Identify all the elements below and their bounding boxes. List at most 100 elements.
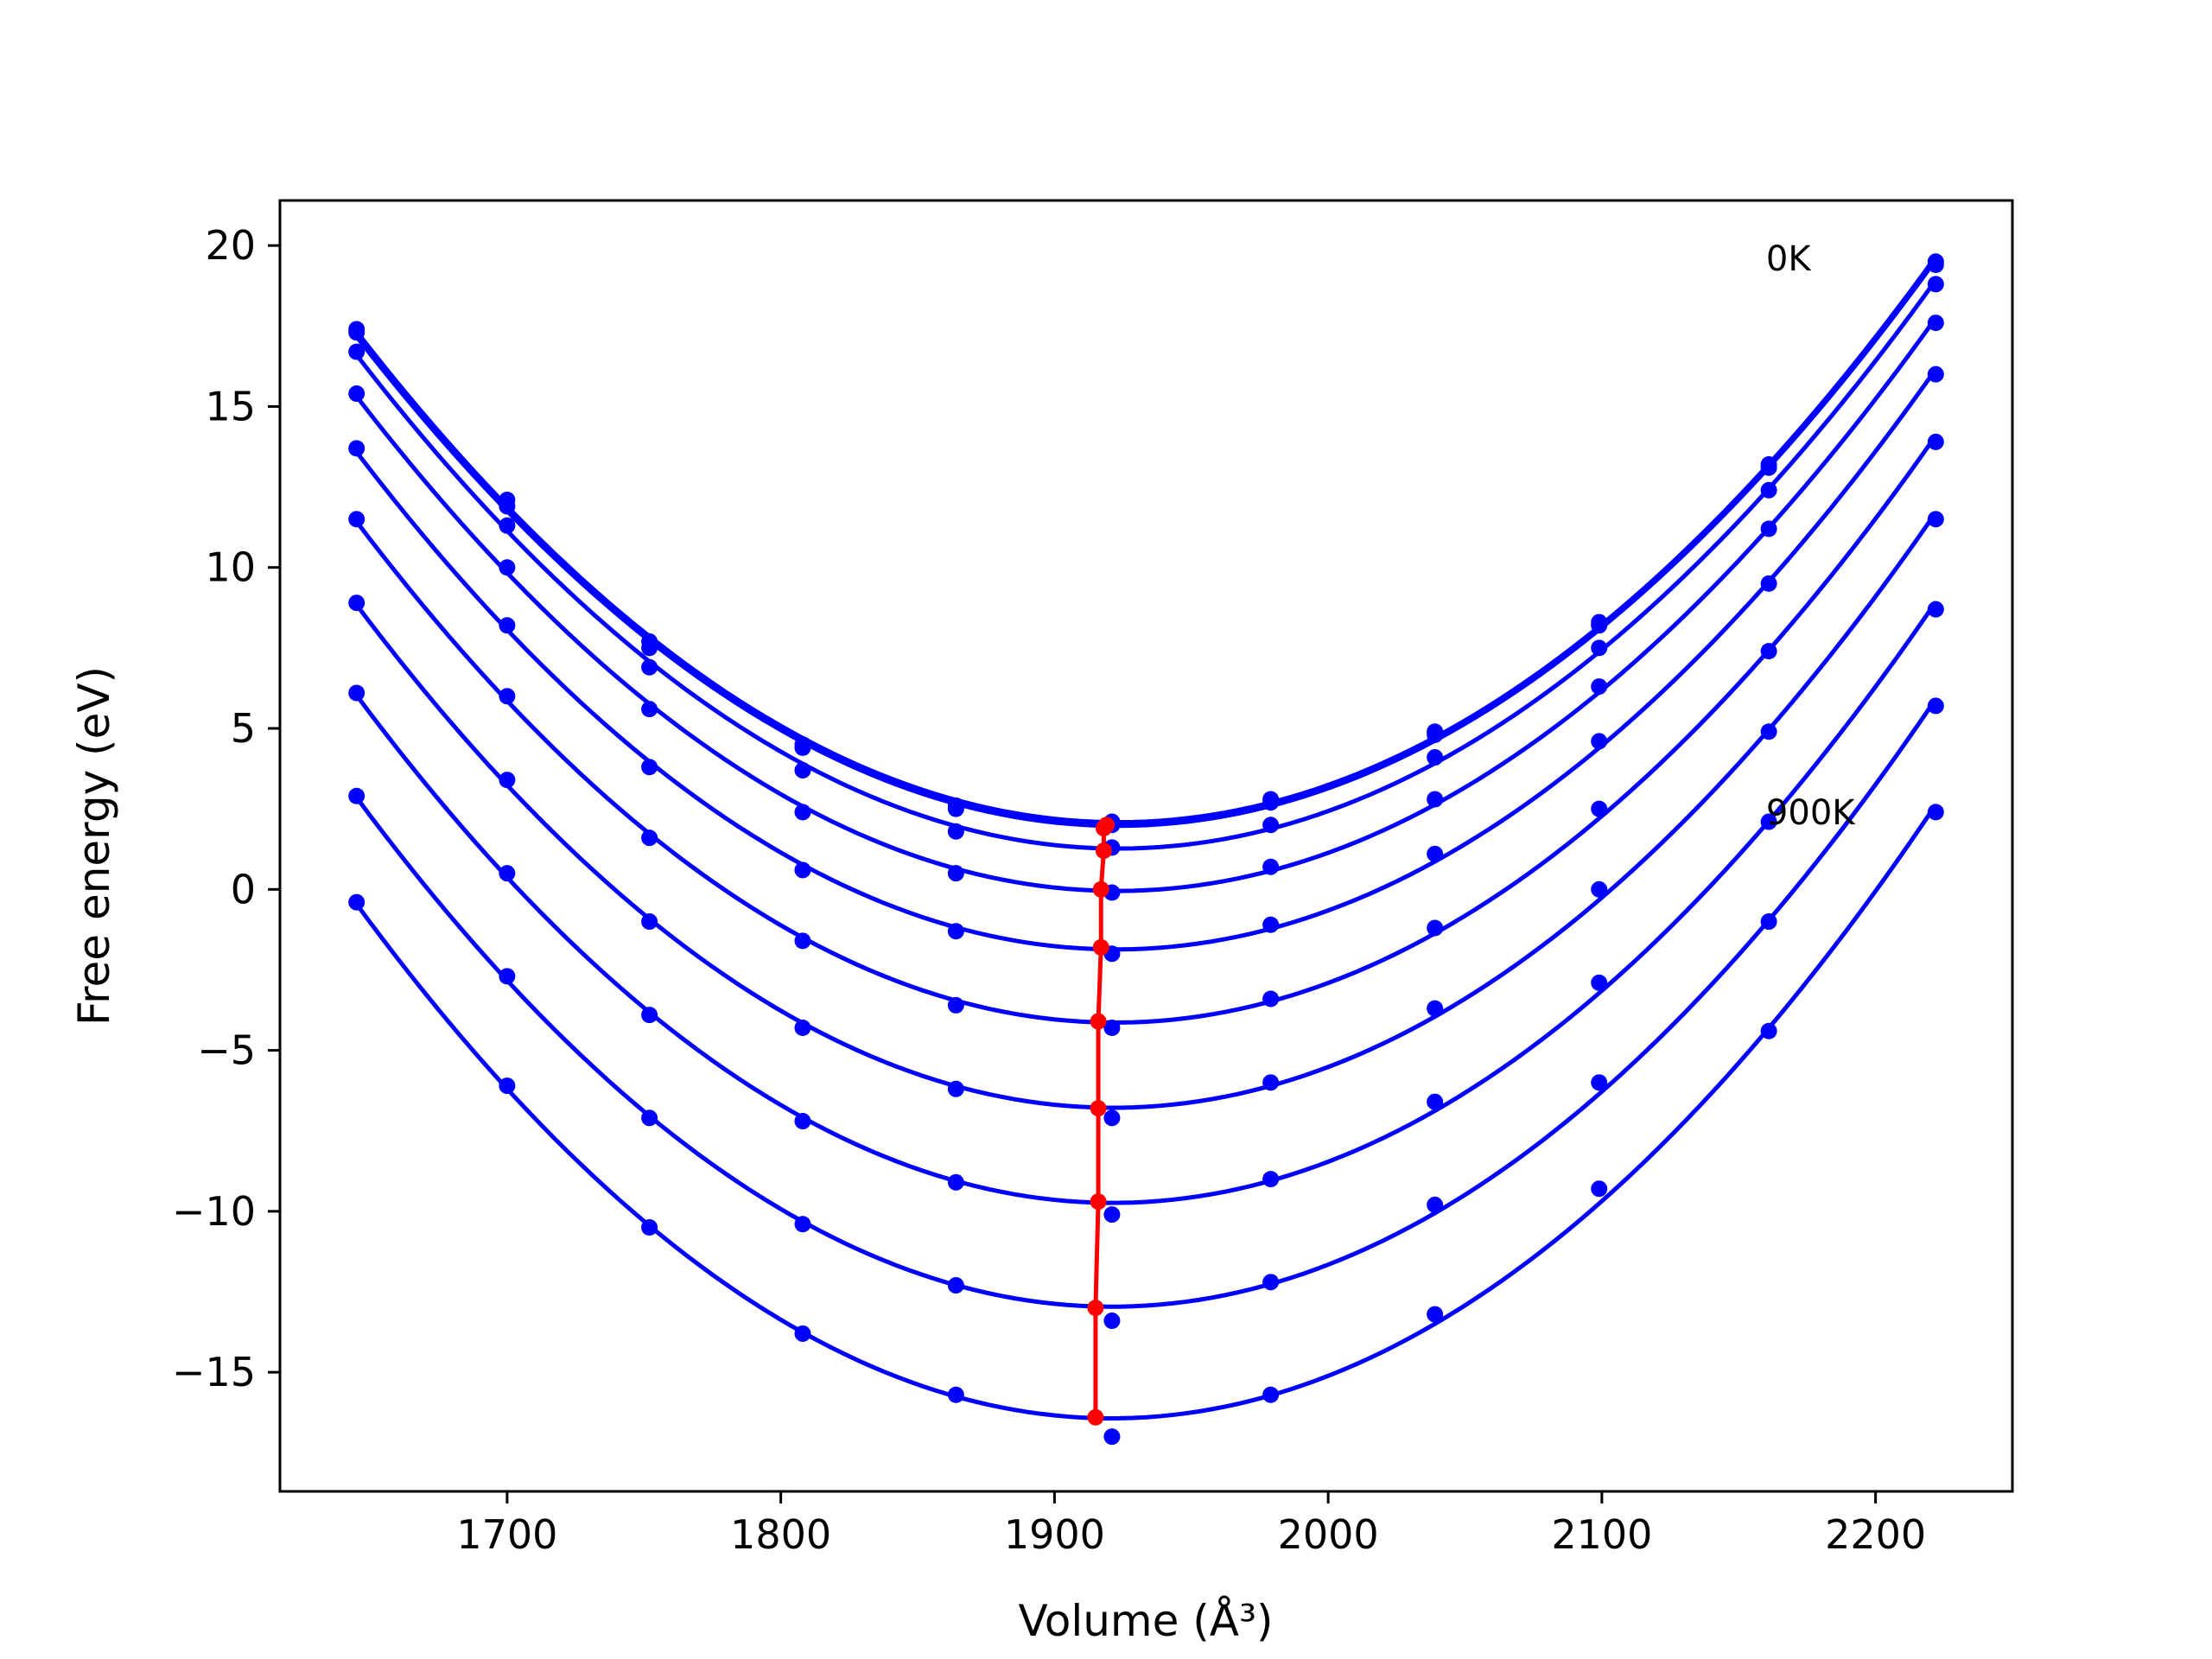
y-tick-label-1: −10	[172, 1188, 256, 1235]
data-point-2-0	[348, 343, 365, 360]
y-tick-label-0: −15	[172, 1349, 256, 1395]
data-point-9-8	[1591, 1180, 1608, 1198]
data-point-7-5	[1103, 1206, 1121, 1224]
data-point-4-6	[1262, 916, 1280, 933]
data-point-6-0	[348, 594, 365, 612]
data-point-8-5	[1103, 1313, 1121, 1330]
data-point-1-10	[1927, 257, 1944, 274]
annotations-layer: 0K 900K	[1766, 239, 1856, 833]
minimum-point-3	[1092, 880, 1109, 898]
minimum-points-layer	[1087, 817, 1116, 1426]
data-point-5-5	[1103, 1020, 1121, 1037]
data-point-6-5	[1103, 1109, 1121, 1127]
data-point-4-10	[1927, 365, 1944, 383]
y-axis-ticks: −15 −10 −5 0 5 10 15 20	[172, 222, 280, 1395]
data-point-1-8	[1591, 617, 1608, 634]
minimum-line	[1093, 823, 1109, 1418]
curves-layer	[354, 255, 1938, 1421]
fit-curve-9	[354, 803, 1938, 1421]
data-point-3-6	[1262, 858, 1280, 875]
data-point-9-7	[1427, 1306, 1444, 1323]
data-point-3-1	[499, 559, 516, 576]
fit-curve-4	[354, 367, 1938, 952]
data-point-5-4	[947, 996, 964, 1014]
data-point-5-3	[794, 932, 811, 950]
fit-curve-5	[354, 434, 1938, 1025]
minimum-point-9	[1087, 1408, 1104, 1426]
data-point-7-0	[348, 684, 365, 702]
data-point-6-7	[1427, 1000, 1444, 1017]
data-point-7-9	[1760, 813, 1777, 830]
y-axis-label: Free energy (eV)	[69, 666, 119, 1026]
fit-curve-6	[354, 511, 1938, 1110]
data-point-5-1	[499, 688, 516, 705]
data-point-5-0	[348, 511, 365, 528]
data-point-5-10	[1927, 433, 1944, 450]
fit-curve-1	[354, 258, 1938, 829]
data-point-7-6	[1262, 1171, 1280, 1188]
fit-curve-3	[354, 316, 1938, 893]
data-point-3-9	[1760, 520, 1777, 537]
minimum-line-layer	[1093, 823, 1109, 1418]
y-tick-label-2: −5	[197, 1027, 256, 1074]
data-point-5-2	[641, 830, 658, 847]
data-point-5-6	[1262, 990, 1280, 1007]
data-point-5-9	[1760, 643, 1777, 660]
data-point-7-8	[1591, 974, 1608, 991]
data-point-4-7	[1427, 845, 1444, 862]
minimum-point-1	[1095, 820, 1112, 837]
data-point-9-10	[1927, 804, 1944, 821]
x-axis-ticks: 1700 1800 1900 2000 2100 2200	[456, 1491, 1926, 1558]
data-point-7-7	[1427, 1093, 1444, 1110]
data-point-4-2	[641, 759, 658, 776]
data-point-7-3	[794, 1113, 811, 1130]
minimum-point-4	[1092, 938, 1109, 956]
minimum-point-8	[1087, 1300, 1104, 1317]
fit-curve-0	[354, 255, 1938, 825]
data-point-4-8	[1591, 733, 1608, 750]
data-point-8-0	[348, 787, 365, 804]
y-tick-label-6: 15	[205, 383, 256, 429]
data-point-2-2	[641, 658, 658, 676]
data-point-1-0	[348, 324, 365, 341]
data-point-3-3	[794, 804, 811, 821]
x-axis-label: Volume (Å³)	[1018, 1596, 1273, 1646]
data-point-2-8	[1591, 639, 1608, 657]
data-point-1-4	[947, 800, 964, 817]
data-point-9-2	[641, 1218, 658, 1236]
data-point-2-7	[1427, 749, 1444, 766]
data-point-9-0	[348, 893, 365, 911]
data-point-9-5	[1103, 1428, 1121, 1446]
x-tick-label-4: 2100	[1551, 1511, 1652, 1558]
data-point-6-3	[794, 1020, 811, 1037]
x-tick-label-5: 2200	[1825, 1511, 1926, 1558]
minimum-point-6	[1090, 1100, 1107, 1117]
data-point-8-6	[1262, 1274, 1280, 1291]
data-point-3-4	[947, 865, 964, 882]
data-point-1-2	[641, 639, 658, 657]
data-point-1-9	[1760, 459, 1777, 476]
data-point-1-1	[499, 498, 516, 515]
x-tick-label-1: 1800	[730, 1511, 831, 1558]
minimum-point-5	[1090, 1013, 1107, 1030]
data-point-1-3	[794, 739, 811, 756]
data-point-4-9	[1760, 575, 1777, 592]
fit-curve-2	[354, 278, 1938, 851]
data-point-5-7	[1427, 919, 1444, 937]
data-point-8-8	[1591, 1074, 1608, 1091]
data-point-4-4	[947, 923, 964, 940]
y-tick-label-7: 20	[205, 222, 256, 269]
x-tick-label-3: 2000	[1278, 1511, 1379, 1558]
data-point-1-7	[1427, 726, 1444, 743]
data-point-6-4	[947, 1080, 964, 1097]
data-point-8-10	[1927, 697, 1944, 715]
data-point-8-4	[947, 1277, 964, 1294]
data-point-9-6	[1262, 1386, 1280, 1403]
data-point-9-4	[947, 1386, 964, 1403]
plot-frame	[278, 199, 2014, 1493]
minimum-point-7	[1090, 1193, 1107, 1211]
data-point-5-8	[1591, 800, 1608, 817]
annotation-0: 0K	[1766, 239, 1812, 279]
data-point-2-1	[499, 517, 516, 534]
